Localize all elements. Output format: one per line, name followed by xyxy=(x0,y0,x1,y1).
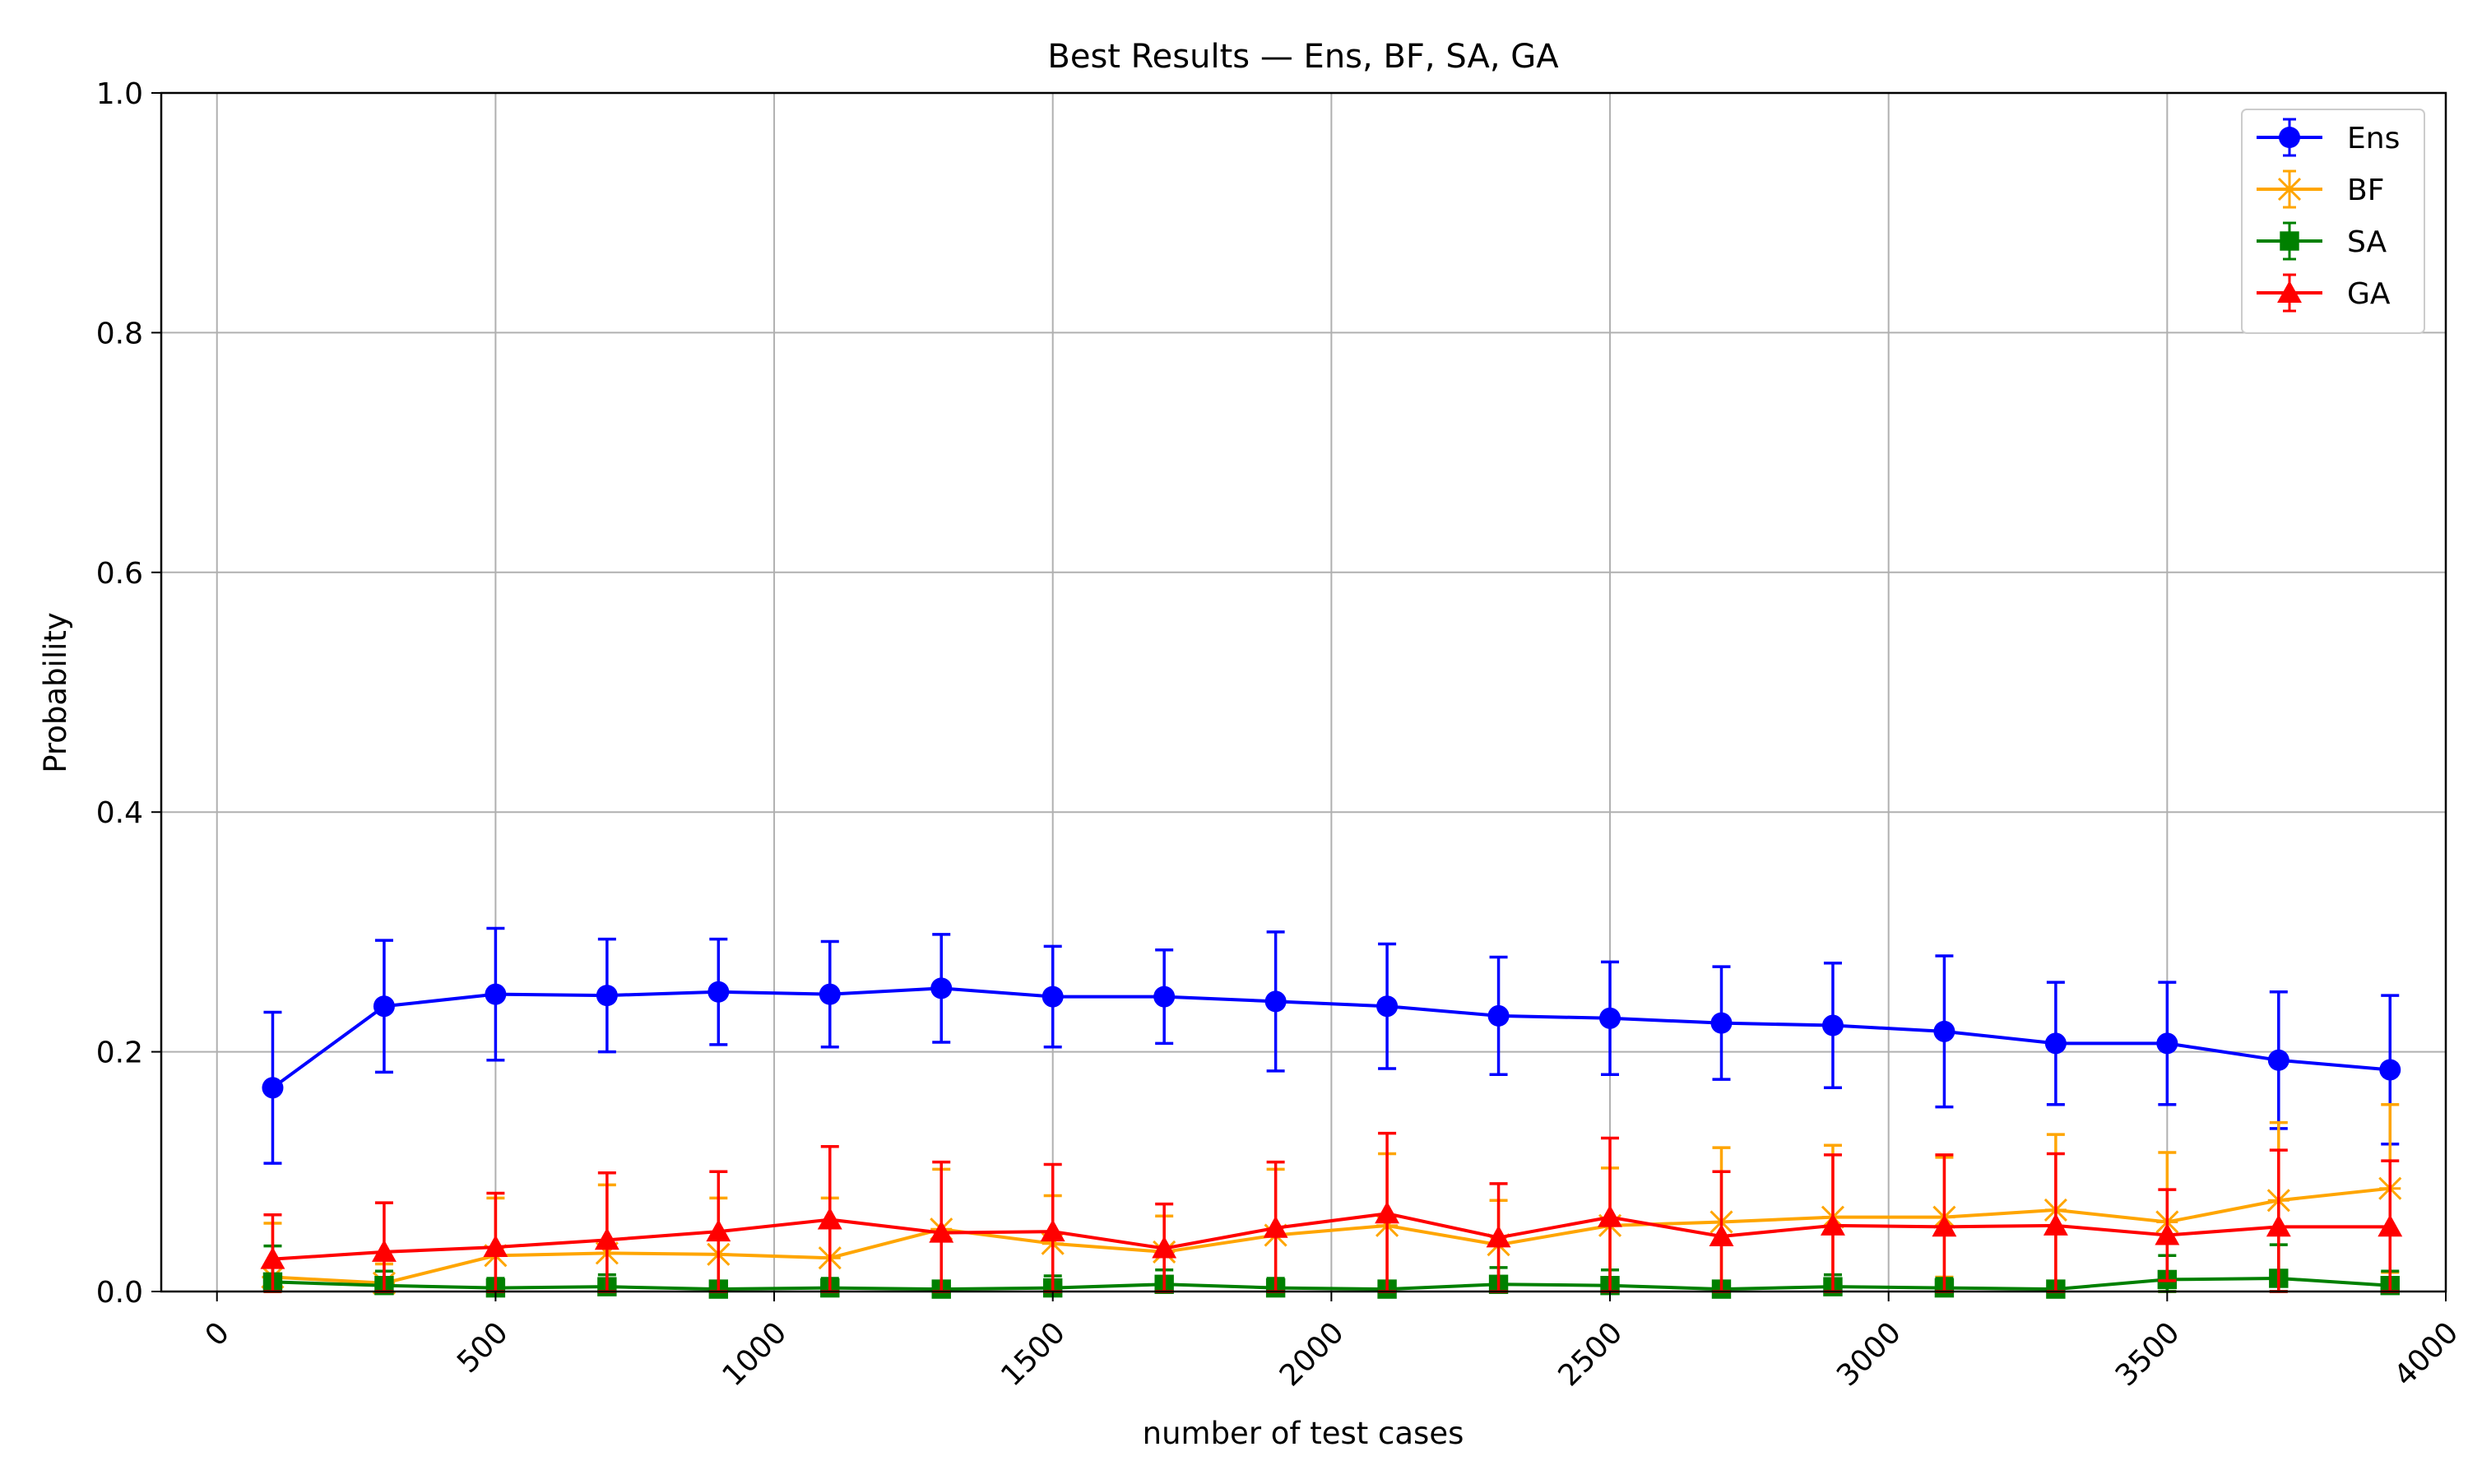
ens-point xyxy=(1933,1020,1955,1042)
ga-point xyxy=(1932,1214,1957,1237)
ga-point xyxy=(1821,1213,1845,1236)
legend-marker-bf xyxy=(2277,177,2302,202)
ga-point xyxy=(371,1239,397,1262)
ga-point xyxy=(483,1235,508,1258)
x-tick-label: 0 xyxy=(199,1316,236,1353)
ens-point xyxy=(819,983,841,1005)
ga-point xyxy=(2043,1213,2068,1236)
legend-item-sa: SA xyxy=(2257,221,2387,261)
x-tick-label: 2000 xyxy=(1273,1316,1351,1394)
ga-point xyxy=(1152,1236,1177,1259)
ga-point xyxy=(1263,1215,1288,1238)
ga-point xyxy=(929,1220,954,1243)
ens-point xyxy=(2156,1032,2178,1055)
plot-area-frame xyxy=(160,91,2447,1293)
ga-point xyxy=(2155,1222,2180,1245)
ens-point xyxy=(1821,1014,1844,1036)
tick-layer: 0 500 1000 1500 2000 2500 3000 3500 4000 0.0 0.2 0.… xyxy=(96,77,2466,1393)
ga-point xyxy=(594,1227,619,1250)
ens-line xyxy=(271,986,2391,1089)
x-tick-label: 3000 xyxy=(1830,1316,1908,1394)
ga-point xyxy=(706,1219,731,1242)
ens-point xyxy=(1264,990,1287,1013)
bf-line xyxy=(272,1186,2391,1285)
x-tick-label: 1000 xyxy=(717,1316,794,1394)
y-tick-label: 0.4 xyxy=(96,796,143,830)
x-tick-label: 2500 xyxy=(1552,1316,1630,1394)
legend-item-ga: GA xyxy=(2257,273,2391,313)
legend-label-bf: BF xyxy=(2347,174,2384,207)
ens-point xyxy=(1041,985,1064,1008)
ens-point xyxy=(930,977,953,999)
ga-point xyxy=(1375,1201,1400,1224)
ens-point xyxy=(485,983,507,1005)
legend-box xyxy=(2241,109,2425,334)
legend: Ens BF SA GA xyxy=(2241,109,2425,334)
legend-label-ens: Ens xyxy=(2347,122,2400,155)
ga-point xyxy=(1040,1219,1065,1242)
ens-point xyxy=(1710,1012,1733,1034)
legend-item-ens: Ens xyxy=(2257,118,2400,157)
legend-marker-ga xyxy=(2277,281,2302,303)
sa-line xyxy=(272,1276,2391,1292)
ga-point xyxy=(1598,1204,1622,1227)
ens-point xyxy=(1487,1004,1510,1027)
ga-line xyxy=(272,1212,2391,1261)
y-tick-label: 0.6 xyxy=(96,557,143,591)
ga-point xyxy=(2266,1214,2291,1237)
ga-point xyxy=(1709,1224,1734,1246)
x-axis-label: number of test cases xyxy=(1143,1416,1464,1451)
legend-marker-sa xyxy=(2280,231,2299,251)
legend-label-ga: GA xyxy=(2347,277,2391,311)
grid-layer xyxy=(161,92,2447,1292)
y-tick-label: 0.8 xyxy=(96,317,143,350)
y-tick-label: 0.0 xyxy=(96,1276,143,1310)
chart-title: Best Results — Ens, BF, SA, GA xyxy=(1047,38,1559,76)
ens-point xyxy=(1376,995,1399,1018)
y-axis-label: Probability xyxy=(38,612,73,773)
ens-point xyxy=(2044,1032,2067,1055)
ga-point xyxy=(817,1207,842,1230)
y-tick-label: 1.0 xyxy=(96,77,143,111)
x-tick-label: 4000 xyxy=(2387,1316,2465,1394)
ens-point xyxy=(707,981,730,1003)
legend-label-sa: SA xyxy=(2347,225,2387,259)
ens-point xyxy=(2379,1059,2401,1081)
legend-marker-ens xyxy=(2279,127,2300,148)
ens-point xyxy=(262,1077,284,1099)
ga-point xyxy=(2378,1214,2403,1237)
ens-point xyxy=(373,995,395,1018)
ga-point xyxy=(1486,1225,1511,1248)
ens-point xyxy=(1153,985,1176,1008)
x-tick-label: 1500 xyxy=(995,1316,1072,1394)
ga-point xyxy=(260,1246,285,1269)
legend-item-bf: BF xyxy=(2257,169,2384,209)
ens-point xyxy=(596,985,618,1007)
x-tick-label: 500 xyxy=(451,1316,515,1380)
x-tick-label: 3500 xyxy=(2109,1316,2187,1394)
ens-point xyxy=(1599,1007,1621,1029)
ens-point xyxy=(2267,1049,2289,1071)
y-tick-label: 0.2 xyxy=(96,1036,143,1070)
